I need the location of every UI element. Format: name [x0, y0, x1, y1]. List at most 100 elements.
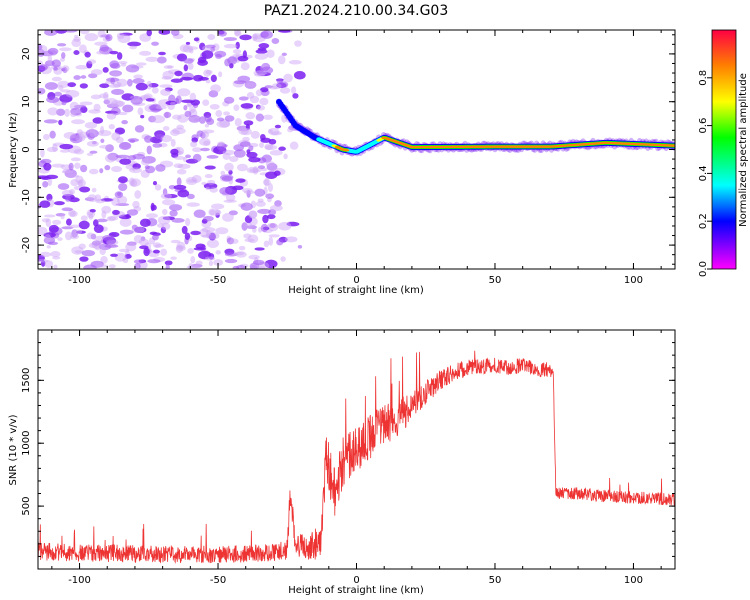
noise-blob [51, 163, 65, 168]
noise-blob [173, 163, 184, 169]
noise-blob [117, 34, 131, 44]
noise-blob [47, 241, 59, 246]
noise-blob [93, 224, 104, 234]
noise-blob [115, 154, 130, 159]
noise-blob [59, 149, 70, 153]
noise-blob [68, 224, 82, 229]
noise-blob [89, 128, 96, 138]
noise-blob [176, 241, 186, 250]
noise-blob [224, 96, 235, 104]
noise-blob [44, 30, 58, 36]
noise-blob [51, 76, 62, 82]
noise-blob [42, 181, 49, 188]
noise-blob [64, 108, 70, 117]
noise-blob [119, 229, 134, 235]
noise-blob [215, 53, 222, 59]
noise-blob [206, 232, 220, 240]
noise-blob [111, 71, 121, 77]
noise-blob [61, 207, 74, 212]
noise-blob [174, 156, 186, 160]
spectrogram-x-label: Height of straight line (km) [288, 285, 424, 296]
noise-blob [232, 49, 242, 54]
y-tick-label: -20 [21, 237, 32, 253]
noise-blob [97, 30, 106, 38]
noise-blob [185, 154, 191, 159]
snr-y-ticks: 500 1000 1500 [21, 329, 675, 570]
noise-blob [118, 248, 130, 253]
noise-blob [240, 128, 252, 136]
noise-blob [265, 193, 275, 199]
noise-blob [91, 240, 103, 250]
noise-blob [49, 130, 56, 139]
noise-blob [38, 44, 43, 50]
noise-blob [294, 40, 302, 47]
noise-blob [208, 208, 216, 216]
noise-blob [173, 184, 187, 190]
noise-blob [65, 90, 80, 98]
noise-blob [244, 238, 255, 243]
noise-blob [102, 67, 109, 73]
noise-blob [46, 96, 60, 104]
noise-blob [259, 142, 264, 148]
ridge-peak [672, 144, 675, 147]
noise-blob [125, 64, 140, 73]
noise-blob [240, 202, 253, 211]
noise-blob [256, 105, 266, 111]
noise-blob [223, 111, 230, 116]
noise-blob [183, 105, 188, 111]
noise-blob [119, 217, 132, 227]
noise-blob [38, 64, 48, 71]
noise-blob [146, 213, 158, 219]
noise-blob [187, 62, 194, 70]
noise-blob [52, 219, 62, 225]
noise-blob [106, 112, 117, 120]
noise-blob [74, 162, 81, 169]
noise-blob [193, 37, 200, 42]
noise-blob [70, 157, 81, 162]
noise-blob [260, 30, 273, 39]
noise-blob [145, 98, 155, 102]
noise-blob [202, 45, 212, 52]
noise-blob [45, 174, 59, 180]
spectrogram-noise [38, 30, 306, 269]
noise-blob [172, 114, 182, 120]
noise-blob [84, 51, 91, 58]
noise-blob [170, 139, 176, 147]
colorbar-tick-label: 0.2 [698, 213, 709, 229]
noise-blob [108, 216, 119, 221]
noise-blob [103, 91, 109, 101]
noise-blob [276, 239, 284, 246]
colorbar-tick-label: 0.8 [698, 70, 709, 86]
noise-blob [172, 127, 186, 135]
noise-blob [215, 227, 229, 235]
noise-blob [69, 188, 75, 195]
noise-blob [46, 245, 51, 249]
noise-blob [62, 168, 71, 174]
noise-blob [201, 181, 207, 186]
noise-blob [47, 107, 59, 116]
noise-blob [51, 59, 62, 68]
noise-blob [61, 65, 70, 73]
noise-blob [233, 104, 240, 112]
noise-blob [99, 247, 106, 255]
noise-blob [89, 208, 96, 213]
noise-blob [118, 176, 128, 184]
noise-blob [86, 232, 95, 240]
noise-blob [99, 144, 110, 149]
spectrogram-x-ticks: -100 -50 0 50 100 [51, 30, 662, 286]
noise-blob [162, 208, 168, 216]
noise-blob [209, 103, 220, 110]
noise-blob [170, 78, 183, 83]
noise-blob [127, 41, 142, 47]
noise-blob [236, 163, 248, 172]
noise-blob [233, 80, 247, 85]
noise-blob [152, 242, 162, 248]
noise-blob [203, 69, 212, 77]
noise-blob [157, 223, 164, 228]
noise-blob [57, 237, 63, 241]
noise-blob [183, 58, 194, 64]
noise-blob [79, 101, 93, 106]
noise-blob [281, 114, 288, 123]
noise-blob [59, 143, 74, 150]
noise-blob [132, 200, 140, 209]
